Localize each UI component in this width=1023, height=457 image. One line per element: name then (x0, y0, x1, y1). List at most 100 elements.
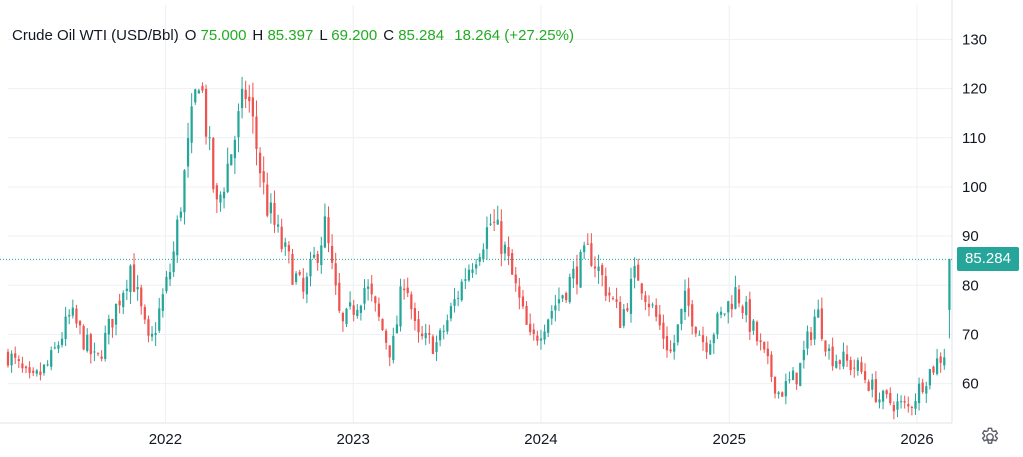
candle-body (817, 309, 820, 318)
candle-body (903, 401, 906, 403)
candle-body (129, 265, 132, 293)
candle-body (719, 311, 723, 315)
candle-body (565, 292, 568, 301)
candle-body (914, 401, 917, 409)
candle-body (763, 341, 766, 350)
candle-body (114, 303, 118, 325)
candle-body (399, 286, 402, 327)
candle-body (17, 359, 20, 362)
open-key: O (184, 27, 197, 44)
candle-body (93, 351, 96, 353)
x-tick-label: 2022 (149, 431, 182, 448)
candle-body (802, 349, 805, 361)
candle-body (892, 405, 895, 412)
candle-body (791, 370, 795, 381)
candle-body (410, 294, 413, 310)
candle-body (561, 295, 564, 299)
candle-body (392, 335, 395, 361)
candle-body (597, 266, 600, 272)
candle-body (543, 331, 546, 340)
candle-body (86, 334, 89, 352)
candle-body (737, 289, 741, 304)
candle-body (921, 382, 924, 393)
candle-body (493, 221, 496, 223)
high-key: H (252, 27, 264, 44)
candle-body (784, 381, 787, 397)
candle-body (100, 356, 103, 359)
candle-body (197, 90, 200, 94)
candle-body (608, 292, 611, 296)
candle-body (863, 371, 867, 380)
candle-body (111, 318, 114, 328)
candle-body (835, 361, 838, 368)
candle-body (298, 271, 301, 275)
candle-body (147, 319, 150, 336)
candle-body (28, 367, 31, 373)
ohlc-legend: Crude Oil WTI (USD/Bbl) O 75.000 H 85.397 L… (12, 27, 580, 44)
candle-body (374, 296, 377, 304)
candle-body (752, 320, 755, 331)
candle-body (46, 364, 49, 366)
candle-body (24, 366, 28, 369)
candle-body (655, 305, 658, 317)
candle-body (482, 249, 485, 260)
candle-body (208, 137, 211, 139)
candle-body (154, 333, 157, 335)
candle-body (136, 287, 139, 290)
candle-body (622, 309, 625, 326)
candle-body (644, 295, 647, 303)
candle-body (183, 170, 186, 213)
candle-body (806, 331, 809, 349)
candle-body (168, 272, 172, 280)
candle-body (748, 299, 751, 332)
candle-body (255, 116, 258, 149)
y-tick-label: 60 (962, 376, 979, 393)
candle-body (759, 340, 762, 342)
candle-body (680, 308, 683, 324)
candle-body (363, 288, 366, 304)
y-tick-label: 100 (962, 179, 987, 196)
candle-body (745, 301, 748, 316)
candle-body (687, 288, 690, 306)
candle-body (312, 254, 316, 258)
candle-body (226, 163, 229, 192)
candle-body (503, 244, 507, 254)
candle-body (885, 390, 888, 395)
candle-body (640, 283, 643, 294)
candle-body (601, 265, 604, 276)
candle-body (60, 338, 64, 345)
candle-body (755, 321, 759, 342)
candle-body (352, 305, 355, 315)
candle-body (899, 401, 903, 403)
candle-body (21, 363, 24, 369)
candle-body (773, 376, 777, 394)
candle-body (539, 338, 543, 341)
candle-body (795, 372, 798, 385)
candle-body (158, 308, 161, 331)
candle-body (658, 314, 661, 326)
candle-body (413, 308, 417, 321)
candle-body (107, 318, 110, 335)
candle-body (928, 369, 931, 386)
gear-icon[interactable] (979, 426, 1001, 448)
candle-body (723, 313, 726, 315)
candle-body (431, 336, 435, 354)
candle-body (917, 383, 921, 404)
candle-body (557, 299, 561, 304)
candle-body (334, 263, 337, 286)
x-tick-label: 2025 (713, 431, 746, 448)
candle-body (276, 224, 280, 227)
candle-body (878, 399, 881, 403)
candle-body (845, 354, 849, 361)
candle-body (251, 97, 254, 117)
candle-body (244, 89, 247, 100)
candle-body (273, 202, 276, 225)
candle-body (212, 137, 215, 190)
candle-body (341, 313, 345, 322)
candle-body (874, 379, 877, 402)
gear-icon-glyph (981, 427, 999, 444)
candle-body (727, 301, 730, 313)
candle-body (521, 296, 525, 307)
